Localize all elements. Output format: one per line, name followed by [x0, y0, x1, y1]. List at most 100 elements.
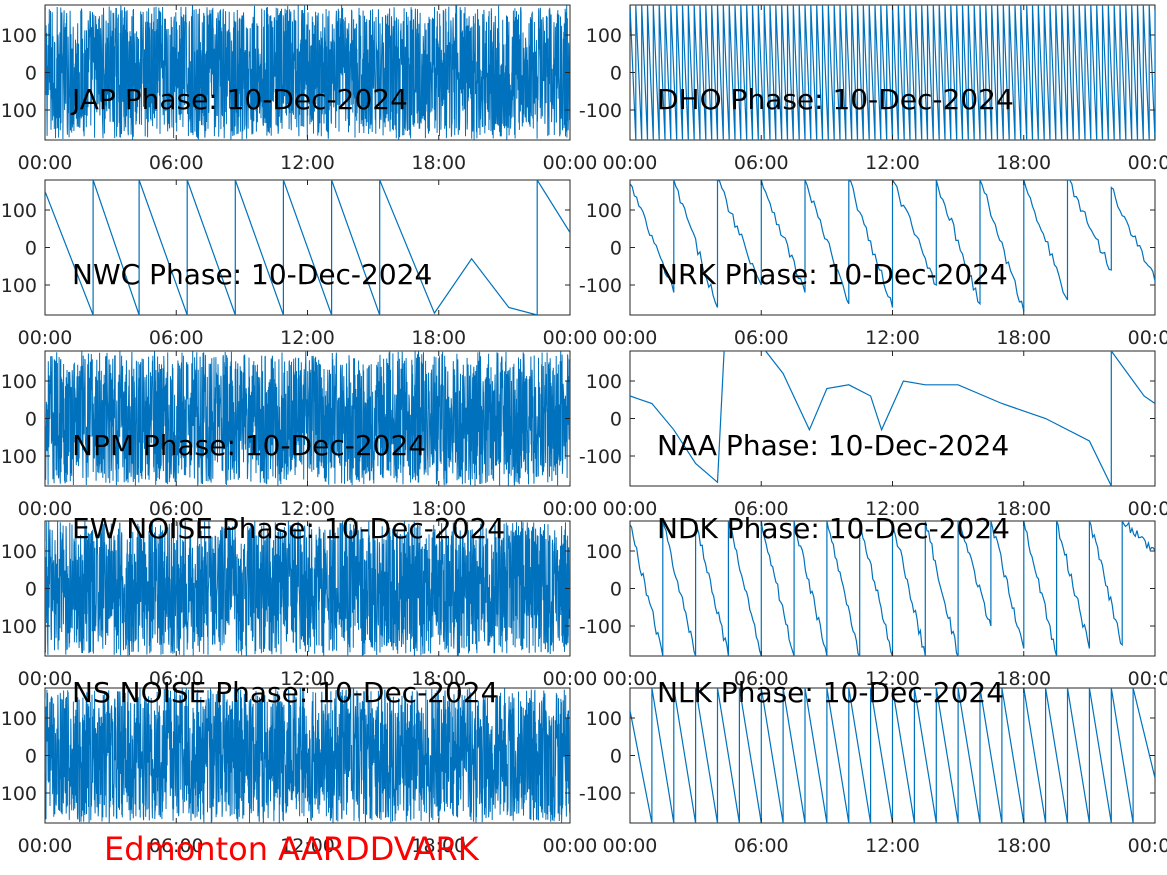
x-tick-label: 06:00: [734, 498, 789, 520]
subplot-grid: 100 0 100 00:00 06:00 12:00 18:00 00:00 JAP Phas…: [1, 4, 1167, 857]
x-tick-label: 12:00: [280, 668, 335, 690]
subplot-title: NLK Phase: 10-Dec-2024: [657, 676, 1004, 709]
x-tick-label: 00:00: [543, 152, 598, 174]
x-tick-label: 06:00: [734, 327, 789, 349]
x-tick-label: 12:00: [865, 327, 920, 349]
y-tick-label: -100: [579, 616, 622, 638]
y-tick-label: 100: [586, 200, 622, 222]
y-tick-label: 100: [586, 371, 622, 393]
x-tick-label: 06:00: [149, 327, 204, 349]
x-tick-label: 12:00: [865, 835, 920, 857]
y-tick-label: 100: [1, 783, 37, 805]
series-line: [45, 5, 570, 140]
x-tick-label: 00:00: [18, 835, 73, 857]
x-tick-label: 00:00: [18, 152, 73, 174]
figure-caption: Edmonton AARDDVARK: [104, 830, 480, 868]
x-tick-label: 12:00: [280, 835, 335, 857]
x-tick-label: 00:00: [603, 152, 658, 174]
x-tick-label: 06:00: [149, 835, 204, 857]
x-tick-label: 00:00: [543, 327, 598, 349]
series-line: [630, 521, 1155, 656]
subplot-8: 100 0 -100 00:00 06:00 12:00 18:00 00:00 NDK Pha…: [579, 512, 1167, 690]
x-tick-label: 00:00: [1128, 668, 1167, 690]
x-tick-label: 18:00: [996, 835, 1051, 857]
x-tick-label: 00:00: [543, 668, 598, 690]
y-tick-label: 0: [610, 63, 622, 85]
subplot-title: EW NOISE Phase: 10-Dec-2024: [72, 512, 505, 545]
y-tick-label: 100: [1, 616, 37, 638]
y-tick-label: 100: [1, 446, 37, 468]
x-tick-label: 12:00: [280, 152, 335, 174]
x-tick-label: 18:00: [996, 327, 1051, 349]
subplot-6: 100 0 -100 00:00 06:00 12:00 18:00 00:00 NAA Pha…: [579, 350, 1167, 520]
x-tick-label: 12:00: [865, 668, 920, 690]
y-tick-label: 100: [1, 200, 37, 222]
subplot-10: 100 0 -100 00:00 06:00 12:00 18:00 00:00 NLK Pha…: [579, 676, 1167, 857]
x-tick-label: 18:00: [996, 668, 1051, 690]
series-line: [630, 180, 1155, 312]
y-tick-label: 0: [25, 746, 37, 768]
x-tick-label: 06:00: [734, 668, 789, 690]
y-tick-label: 0: [25, 409, 37, 431]
x-tick-label: 18:00: [996, 498, 1051, 520]
x-tick-label: 06:00: [149, 668, 204, 690]
subplot-title: NWC Phase: 10-Dec-2024: [72, 258, 432, 291]
x-tick-label: 12:00: [280, 327, 335, 349]
y-tick-label: 0: [610, 238, 622, 260]
subplot-2: 100 0 -100 00:00 06:00 12:00 18:00 00:00 DHO Pha…: [579, 4, 1167, 174]
subplot-title: NRK Phase: 10-Dec-2024: [657, 258, 1008, 291]
y-tick-label: 100: [1, 541, 37, 563]
axes-box: [629, 350, 1156, 487]
x-tick-label: 12:00: [865, 152, 920, 174]
y-tick-label: -100: [579, 100, 622, 122]
subplot-7: 100 0 100 00:00 06:00 12:00 18:00 00:00 EW NOISE…: [1, 512, 598, 690]
x-tick-label: 18:00: [411, 498, 466, 520]
y-tick-label: 100: [1, 25, 37, 47]
series-line: [45, 521, 570, 656]
x-tick-label: 18:00: [411, 327, 466, 349]
x-tick-label: 06:00: [149, 498, 204, 520]
y-tick-label: -100: [579, 783, 622, 805]
y-tick-label: 100: [1, 371, 37, 393]
x-tick-label: 00:00: [1128, 835, 1167, 857]
y-tick-label: 100: [1, 100, 37, 122]
x-tick-label: 00:00: [603, 327, 658, 349]
series-line: [630, 351, 1155, 486]
subplot-title: NPM Phase: 10-Dec-2024: [72, 429, 426, 462]
subplot-1: 100 0 100 00:00 06:00 12:00 18:00 00:00 JAP Phas…: [1, 4, 598, 174]
x-tick-label: 12:00: [280, 498, 335, 520]
x-tick-label: 00:00: [603, 668, 658, 690]
subplot-3: 100 0 100 00:00 06:00 12:00 18:00 00:00 NWC Phas…: [1, 179, 598, 349]
y-tick-label: 100: [1, 275, 37, 297]
x-tick-label: 06:00: [734, 835, 789, 857]
y-tick-label: 100: [586, 708, 622, 730]
y-tick-label: 0: [610, 409, 622, 431]
subplot-title: JAP Phase: 10-Dec-2024: [70, 83, 408, 116]
subplot-title: DHO Phase: 10-Dec-2024: [657, 83, 1014, 116]
y-tick-label: -100: [579, 446, 622, 468]
x-tick-label: 00:00: [18, 668, 73, 690]
x-tick-label: 18:00: [411, 152, 466, 174]
x-tick-label: 00:00: [18, 327, 73, 349]
x-tick-label: 06:00: [149, 152, 204, 174]
x-tick-label: 18:00: [411, 835, 466, 857]
y-tick-label: 0: [610, 579, 622, 601]
subplot-title: NAA Phase: 10-Dec-2024: [657, 429, 1009, 462]
y-tick-label: 0: [25, 238, 37, 260]
x-tick-label: 00:00: [18, 498, 73, 520]
x-tick-label: 12:00: [865, 498, 920, 520]
series-line: [45, 180, 570, 315]
x-tick-label: 00:00: [603, 498, 658, 520]
y-tick-label: -100: [579, 275, 622, 297]
x-tick-label: 00:00: [543, 835, 598, 857]
subplot-4: 100 0 -100 00:00 06:00 12:00 18:00 00:00 NRK Pha…: [579, 179, 1167, 349]
x-tick-label: 06:00: [734, 152, 789, 174]
x-tick-label: 00:00: [603, 835, 658, 857]
x-tick-label: 00:00: [1128, 327, 1167, 349]
series-line: [45, 688, 570, 823]
subplot-5: 100 0 100 00:00 06:00 12:00 18:00 00:00 NPM Phas…: [1, 350, 597, 520]
x-tick-label: 00:00: [1128, 152, 1167, 174]
y-tick-label: 0: [25, 579, 37, 601]
subplot-9: 100 0 100 00:00 06:00 12:00 18:00 00:00 NS NOISE…: [1, 676, 598, 857]
